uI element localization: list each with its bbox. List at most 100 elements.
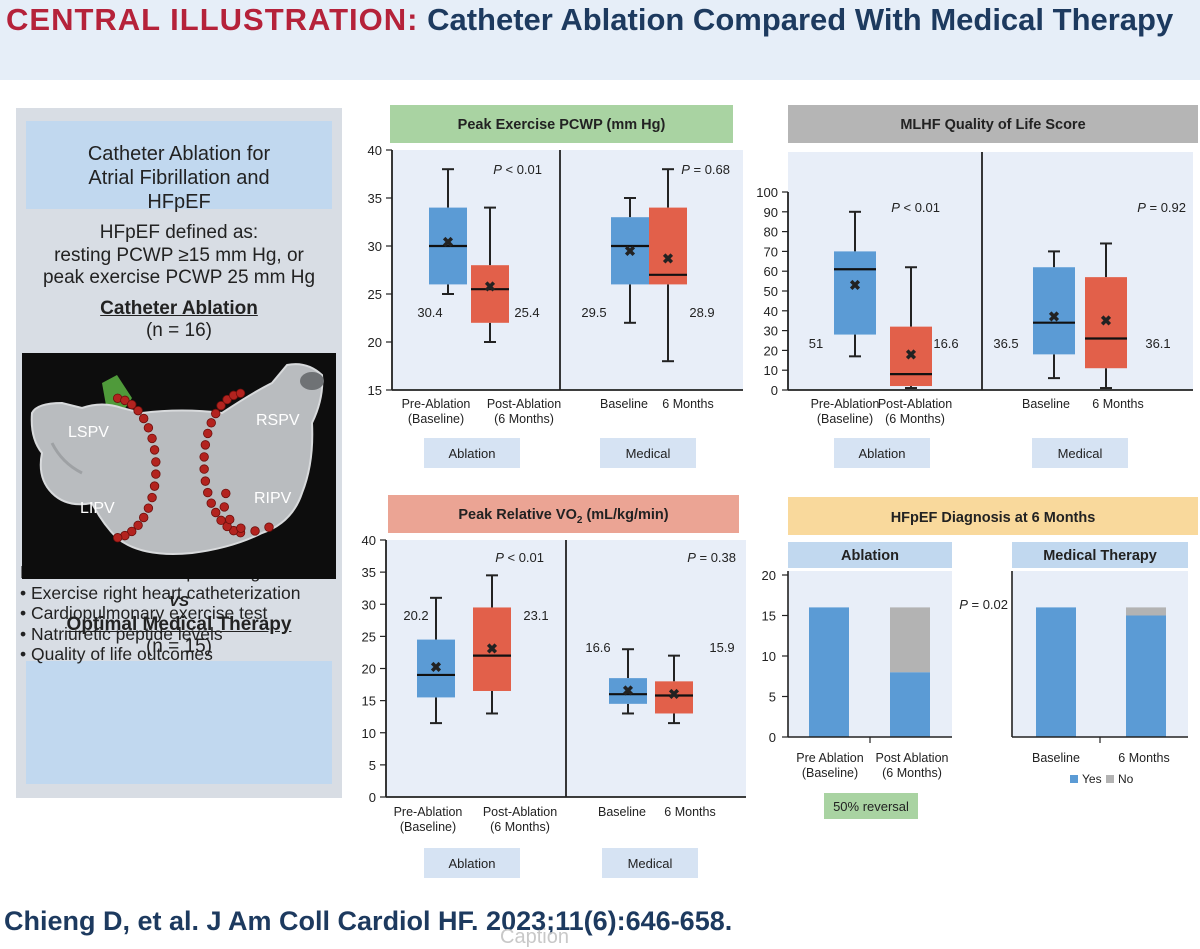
mean-value-label: 29.5 — [581, 305, 606, 320]
hfpef-diagnosis-chart: HFpEF Diagnosis at 6 Months Ablation Pre A… — [762, 497, 1198, 819]
x-category-label: 6 Months — [1092, 397, 1143, 411]
mean-value-label: 51 — [809, 336, 823, 351]
lesion-dot — [203, 428, 213, 439]
group-label-box — [600, 438, 696, 468]
lesion-dot — [143, 423, 154, 433]
box-iqr — [1033, 267, 1075, 355]
y-tick-label: 70 — [764, 244, 778, 259]
box-iqr — [609, 678, 647, 704]
y-tick-label: 15 — [762, 609, 776, 624]
x-category-label-sub: (6 Months) — [490, 820, 550, 834]
x-category-label: Pre-Ablation — [811, 397, 880, 411]
x-category-label: Baseline — [598, 805, 646, 819]
lesion-dot — [264, 522, 274, 532]
title-lead: CENTRAL ILLUSTRATION: — [6, 2, 419, 37]
y-tick-label: 10 — [764, 363, 778, 378]
y-tick-label: 20 — [362, 662, 376, 677]
definition-line-3: peak exercise PCWP 25 mm Hg — [42, 267, 316, 288]
x-category-label: Post-Ablation — [483, 805, 557, 819]
mean-value-label: 23.1 — [523, 608, 548, 623]
mean-marker: ✖ — [622, 682, 634, 698]
p-value-label: P < 0.01 — [495, 550, 544, 565]
lesion-dot — [138, 512, 149, 523]
lesion-dot — [199, 452, 209, 462]
x-category-label: Post Ablation — [876, 751, 949, 765]
box-iqr — [834, 251, 876, 335]
lesion-dot — [147, 492, 157, 503]
box-iqr — [1085, 277, 1127, 369]
chart-header — [388, 495, 739, 533]
y-tick-label: 40 — [368, 143, 382, 158]
x-category-label: 6 Months — [1118, 751, 1169, 765]
y-tick-label: 25 — [368, 287, 382, 302]
chart-title: Peak Exercise PCWP (mm Hg) — [458, 117, 666, 133]
box-iqr — [471, 265, 509, 323]
chart-header — [788, 497, 1198, 535]
definition-line-1: HFpEF defined as: — [99, 222, 259, 243]
group-label: Ablation — [449, 856, 496, 871]
chart-title: Peak Relative VO2 (mL/kg/min) — [458, 507, 668, 526]
y-tick-label: 40 — [764, 304, 778, 319]
ripv-label: RIPV — [254, 490, 292, 507]
arm1-name: Catheter Ablation — [100, 298, 258, 319]
p-value-label: P < 0.01 — [891, 200, 940, 215]
y-tick-label: 35 — [368, 191, 382, 206]
group-header: Medical Therapy — [1043, 548, 1157, 564]
y-tick-label: 80 — [764, 225, 778, 240]
x-category-label-sub: (Baseline) — [408, 412, 464, 426]
bar-yes — [890, 672, 930, 737]
mean-value-label: 25.4 — [514, 305, 539, 320]
lesion-dot — [151, 457, 161, 467]
mean-value-label: 36.1 — [1145, 336, 1170, 351]
x-category-label-sub: (6 Months) — [885, 412, 945, 426]
note-box — [824, 793, 918, 819]
x-category-label-sub: (6 Months) — [882, 766, 942, 780]
y-tick-label: 20 — [762, 568, 776, 583]
note-label: 50% reversal — [833, 799, 909, 814]
y-tick-label: 90 — [764, 205, 778, 220]
mean-value-label: 16.6 — [933, 336, 958, 351]
lesion-dot — [225, 514, 235, 525]
group-header-box — [1012, 542, 1188, 568]
box-iqr — [655, 681, 693, 714]
group-label-box — [602, 848, 698, 878]
mean-marker: ✖ — [1048, 309, 1060, 325]
p-value-label: P = 0.02 — [959, 597, 1008, 612]
mlhf-chart: MLHF Quality of Life Score 0 10 20 30 40 50 60 7… — [756, 105, 1198, 468]
p-value-label: P = 0.68 — [681, 162, 730, 177]
lesion-dot — [236, 523, 246, 533]
header-band: CENTRAL ILLUSTRATION: Catheter Ablation … — [0, 0, 1200, 80]
legend-label-no: No — [1118, 772, 1134, 786]
plot-panel — [566, 540, 746, 797]
chart-title: HFpEF Diagnosis at 6 Months — [891, 510, 1096, 526]
lspv-label: LSPV — [68, 424, 109, 441]
lesion-dot — [199, 464, 209, 474]
p-value-label: P = 0.92 — [1137, 200, 1186, 215]
chart-header — [390, 105, 733, 143]
lesion-dot — [221, 488, 231, 499]
chart-title: MLHF Quality of Life Score — [900, 117, 1085, 133]
chart-header — [788, 105, 1198, 143]
lesion-dot — [235, 388, 246, 398]
x-category-label: Baseline — [600, 397, 648, 411]
box-iqr — [611, 217, 649, 285]
lesion-dot — [206, 418, 216, 428]
mean-value-label: 15.9 — [709, 640, 734, 655]
lesion-dot — [149, 481, 160, 491]
y-tick-label: 5 — [369, 758, 376, 773]
x-category-label-sub: (Baseline) — [817, 412, 873, 426]
lesion-dot — [143, 503, 154, 513]
lesion-dot — [250, 526, 260, 536]
lesion-dot — [203, 487, 213, 498]
y-tick-label: 100 — [756, 185, 778, 200]
lesion-dot — [127, 399, 137, 410]
y-tick-label: 60 — [764, 264, 778, 279]
group-header: Ablation — [841, 548, 899, 564]
lesion-dot — [219, 502, 229, 512]
lesion-dot — [127, 526, 137, 537]
lesion-dot — [206, 498, 216, 508]
investigation-item: • Natriuretic peptide levels — [20, 623, 223, 644]
y-tick-label: 20 — [368, 335, 382, 350]
mean-marker: ✖ — [624, 243, 636, 259]
study-title-box — [26, 121, 332, 209]
